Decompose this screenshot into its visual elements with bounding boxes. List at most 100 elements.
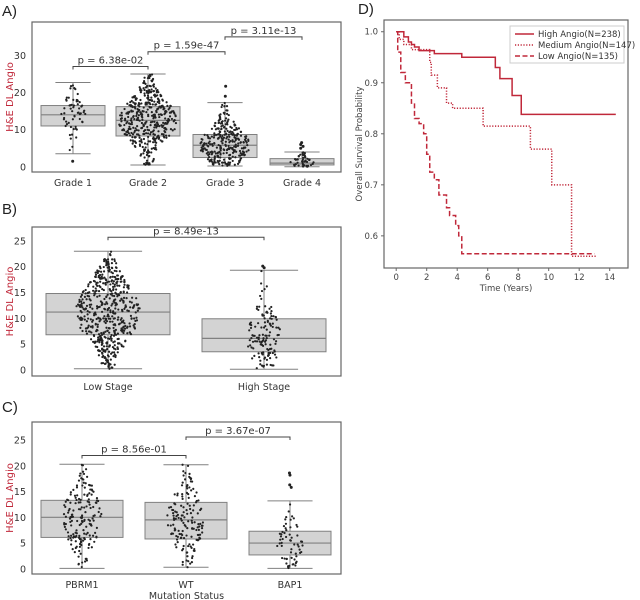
swarm-point: [86, 294, 89, 297]
swarm-point: [90, 484, 93, 487]
swarm-point: [173, 112, 176, 115]
swarm-point: [260, 269, 263, 273]
swarm-point: [89, 537, 92, 541]
swarm-point: [165, 128, 168, 131]
swarm-point: [100, 275, 103, 278]
swarm-point: [213, 150, 216, 153]
swarm-point: [162, 124, 165, 127]
swarm-point: [224, 133, 228, 136]
swarm-point: [200, 507, 203, 510]
swarm-point: [296, 158, 299, 161]
swarm-point: [88, 281, 92, 284]
swarm-point: [132, 306, 135, 309]
swarm-point: [85, 505, 88, 508]
swarm-point: [73, 494, 77, 497]
p-value-label: p = 6.38e-02: [78, 56, 144, 67]
swarm-point: [259, 363, 262, 366]
swarm-point: [83, 506, 86, 509]
swarm-point: [213, 155, 216, 158]
swarm-point: [100, 331, 103, 335]
swarm-point: [103, 335, 106, 338]
swarm-point: [131, 110, 134, 113]
swarm-point: [227, 133, 230, 136]
swarm-point: [258, 340, 261, 343]
swarm-point: [300, 550, 303, 554]
swarm-point: [109, 275, 112, 279]
swarm-point: [217, 121, 220, 125]
swarm-point: [152, 141, 155, 144]
swarm-point: [225, 105, 229, 108]
swarm-point: [301, 165, 305, 168]
swarm-point: [146, 94, 150, 97]
swarm-point: [260, 326, 263, 329]
swarm-point: [180, 532, 183, 536]
swarm-point: [72, 104, 76, 107]
swarm-point: [76, 315, 80, 318]
swarm-point: [264, 334, 267, 337]
swarm-point: [149, 124, 152, 127]
swarm-point: [79, 309, 82, 313]
swarm-point: [84, 482, 87, 485]
swarm-point: [97, 276, 100, 279]
p-value-label: p = 1.59e-47: [154, 41, 220, 52]
swarm-point: [270, 305, 273, 309]
swarm-point: [72, 488, 75, 491]
swarm-point: [172, 508, 175, 512]
swarm-point: [92, 289, 95, 292]
swarm-point: [67, 511, 70, 514]
swarm-point: [226, 123, 229, 126]
swarm-point: [181, 560, 184, 564]
swarm-point: [251, 340, 255, 343]
swarm-point: [239, 141, 242, 144]
swarm-point: [62, 118, 66, 121]
swarm-point: [270, 310, 273, 313]
swarm-point: [72, 98, 75, 101]
swarm-point: [103, 258, 106, 261]
swarm-point: [173, 502, 176, 505]
swarm-point: [87, 285, 90, 288]
swarm-point: [126, 284, 129, 287]
swarm-point: [145, 159, 149, 162]
swarm-point: [84, 511, 87, 514]
swarm-point: [260, 364, 264, 367]
swarm-point: [283, 557, 286, 560]
swarm-point: [264, 305, 267, 308]
swarm-point: [150, 88, 153, 91]
swarm-point: [137, 129, 140, 132]
swarm-point: [64, 522, 67, 526]
swarm-point: [142, 130, 146, 133]
swarm-point: [210, 160, 213, 163]
swarm-point: [184, 471, 187, 475]
swarm-point: [98, 341, 101, 344]
swarm-point: [134, 319, 137, 322]
swarm-point: [106, 266, 109, 269]
swarm-point: [95, 536, 98, 539]
swarm-point: [113, 258, 116, 261]
swarm-point: [143, 76, 146, 79]
swarm-point: [142, 152, 145, 155]
swarm-point: [99, 286, 102, 289]
swarm-point: [95, 317, 98, 321]
swarm-point: [108, 344, 112, 347]
swarm-point: [153, 123, 156, 127]
swarm-point: [231, 140, 234, 143]
swarm-point: [232, 132, 235, 135]
swarm-point: [282, 524, 286, 528]
swarm-point: [176, 541, 179, 544]
outlier-point: [71, 159, 75, 163]
swarm-point: [133, 105, 136, 109]
swarm-point: [173, 128, 176, 131]
swarm-point: [93, 294, 96, 297]
swarm-point: [261, 313, 264, 316]
swarm-point: [290, 536, 293, 539]
swarm-point: [114, 298, 117, 301]
x-tick-label: PBRM1: [65, 580, 98, 591]
swarm-point: [113, 340, 116, 343]
swarm-point: [146, 128, 149, 131]
y-tick-label: 20: [14, 262, 26, 273]
p-value-label: p = 3.67e-07: [205, 426, 271, 437]
outlier-point: [223, 94, 227, 98]
swarm-point: [294, 158, 297, 161]
swarm-point: [97, 290, 101, 293]
swarm-point: [134, 103, 137, 106]
